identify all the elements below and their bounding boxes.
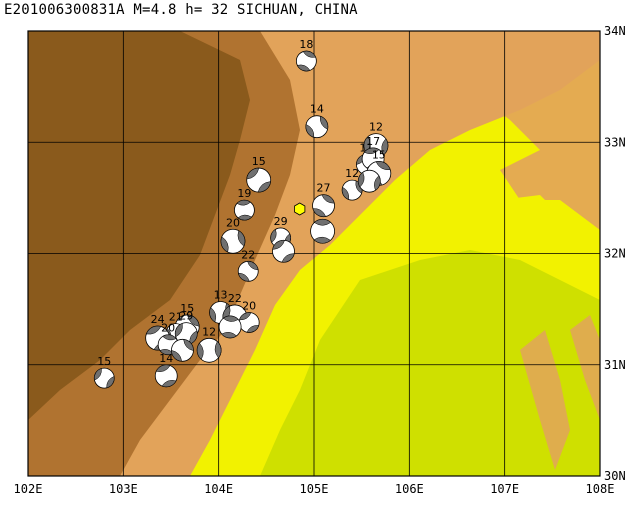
grid-lines xyxy=(28,31,600,476)
lon-tick-label: 108E xyxy=(586,482,615,496)
beachball-compression-quadrant xyxy=(272,240,295,263)
eastern-lowland-patch xyxy=(490,195,600,260)
lat-tick-label: 31N xyxy=(604,358,626,372)
depth-label: 29 xyxy=(274,215,288,228)
beachball-compression-quadrant xyxy=(171,339,194,362)
beachball-compression-quadrant xyxy=(220,230,246,253)
beachball-compression-quadrant xyxy=(236,199,252,221)
focal-mechanism-beachball[interactable]: 14 xyxy=(305,103,329,139)
depth-label: 14 xyxy=(310,103,324,116)
depth-label: 15 xyxy=(252,155,266,168)
depth-label: 15 xyxy=(372,148,386,161)
beachball-compression-quadrant xyxy=(358,171,381,191)
beachball-compression-quadrant xyxy=(159,334,177,355)
depth-label: 15 xyxy=(180,302,194,315)
depth-label: 20 xyxy=(161,322,175,335)
depth-label: 17 xyxy=(366,135,380,148)
map-title: E201006300831A M=4.8 h= 32 SICHUAN, CHIN… xyxy=(4,2,358,18)
focal-mechanism-beachball[interactable] xyxy=(357,169,381,193)
depth-label: 12 xyxy=(345,167,359,180)
map-frame xyxy=(27,30,601,477)
lon-tick-label: 107E xyxy=(490,482,519,496)
depth-label: 27 xyxy=(317,182,331,195)
lat-tick-label: 34N xyxy=(604,24,626,38)
lon-tick-label: 105E xyxy=(300,482,329,496)
lon-tick-label: 103E xyxy=(109,482,138,496)
beachball-compression-quadrant xyxy=(94,368,115,389)
depth-label: 22 xyxy=(241,248,255,261)
beachball-compression-quadrant xyxy=(238,261,259,282)
beachball-compression-quadrant xyxy=(246,167,271,193)
focal-mechanism-beachball[interactable]: 20 xyxy=(220,216,246,254)
lon-tick-label: 106E xyxy=(395,482,424,496)
lat-tick-label: 30N xyxy=(604,469,626,483)
epicenter-marker[interactable] xyxy=(294,202,306,216)
focal-mechanism-beachball[interactable]: 15 xyxy=(246,155,272,193)
lon-tick-label: 102E xyxy=(14,482,43,496)
focal-mechanism-beachball[interactable]: 12 xyxy=(196,325,222,363)
depth-label: 14 xyxy=(159,352,173,365)
beachball-compression-quadrant xyxy=(312,194,335,217)
lat-tick-label: 33N xyxy=(604,135,626,149)
focal-mechanism-beachball[interactable]: 19 xyxy=(234,187,255,221)
focal-mechanism-beachball[interactable] xyxy=(171,338,194,362)
focal-mechanism-beachball[interactable]: 12 xyxy=(341,167,363,201)
basin-region xyxy=(260,250,600,476)
depth-label: 12 xyxy=(369,121,383,134)
depth-label: 15 xyxy=(97,355,111,368)
beachball-compression-quadrant xyxy=(239,312,260,333)
depth-label: 12 xyxy=(202,325,216,338)
southeast-ridge-2 xyxy=(570,315,600,420)
beachball-compression-quadrant xyxy=(196,341,222,360)
depth-label: 21 xyxy=(169,311,183,324)
focal-mechanism-beachball[interactable] xyxy=(218,315,242,339)
beachball-compression-quadrant xyxy=(221,315,239,339)
eastern-ridges xyxy=(470,31,600,230)
beachball-compression-quadrant xyxy=(313,219,332,244)
focal-mechanism-beachball[interactable]: 27 xyxy=(312,182,335,218)
depth-label: 24 xyxy=(151,313,165,326)
focal-mechanism-beachball[interactable]: 14 xyxy=(154,352,178,388)
depth-label: 22 xyxy=(228,292,242,305)
beachball-compression-quadrant xyxy=(155,364,177,388)
focal-mechanism-beachball[interactable]: 18 xyxy=(295,38,317,72)
depth-label: 13 xyxy=(214,288,228,301)
focal-mechanism-beachball[interactable]: 20 xyxy=(238,299,260,333)
beachball-compression-quadrant xyxy=(305,115,329,138)
depth-label: 19 xyxy=(237,187,251,200)
depth-label: 20 xyxy=(242,299,256,312)
lat-tick-label: 32N xyxy=(604,247,626,261)
focal-mechanism-beachball[interactable] xyxy=(272,239,295,263)
beachball-compression-quadrant xyxy=(296,50,316,72)
depth-label: 29 xyxy=(179,310,193,323)
focal-mechanism-beachball[interactable]: 15 xyxy=(93,355,115,389)
depth-label: 18 xyxy=(299,38,313,51)
depth-label: 20 xyxy=(226,216,240,229)
focal-mechanism-beachball[interactable]: 22 xyxy=(237,248,259,282)
focal-mechanism-beachball[interactable] xyxy=(310,218,335,244)
lon-tick-label: 104E xyxy=(204,482,233,496)
